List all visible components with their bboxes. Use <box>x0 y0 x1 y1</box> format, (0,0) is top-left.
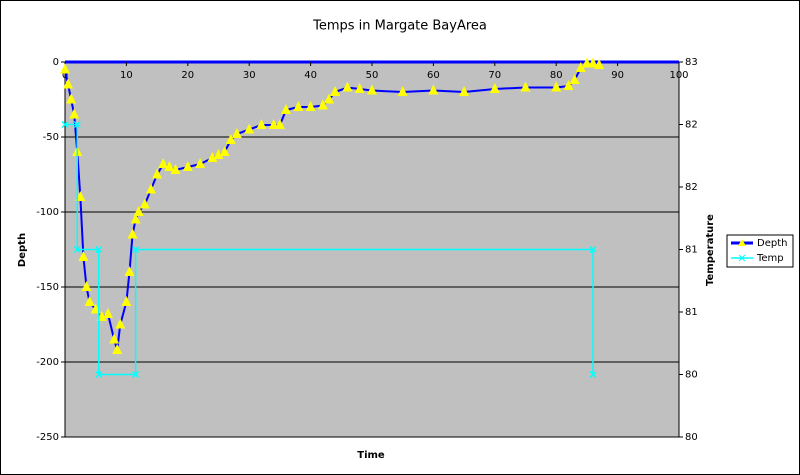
depth-marker <box>575 62 586 72</box>
depth-marker <box>330 86 341 96</box>
depth-marker <box>182 161 193 171</box>
x-tick-label: 30 <box>243 70 256 81</box>
y-tick-label: 0 <box>53 57 59 68</box>
y-tick-label: -200 <box>36 357 59 368</box>
legend-label: Temp <box>756 253 784 264</box>
depth-marker <box>489 83 500 93</box>
depth-marker <box>225 134 236 144</box>
y2-tick-label: 82 <box>685 120 698 131</box>
depth-marker <box>281 104 292 114</box>
depth-marker <box>213 149 224 159</box>
depth-marker <box>274 119 285 129</box>
depth-marker <box>63 78 74 89</box>
temp-marker <box>589 245 597 254</box>
y2-tick-label: 82 <box>685 182 698 193</box>
depth-marker <box>81 281 92 291</box>
legend-box <box>726 234 794 268</box>
temp-marker <box>132 370 140 379</box>
x-tick-label: 60 <box>427 70 440 81</box>
depth-marker <box>152 168 163 179</box>
temp-marker <box>61 120 69 129</box>
chart-title: Temps in Margate BayArea <box>312 19 487 34</box>
depth-marker <box>207 152 218 162</box>
depth-marker <box>170 164 181 174</box>
x-tick-label: 80 <box>550 70 563 81</box>
depth-marker <box>78 251 89 261</box>
depth-marker <box>305 101 316 111</box>
x-tick-label: 90 <box>611 70 624 81</box>
temp-marker <box>95 370 103 379</box>
x-tick-label: 50 <box>366 70 379 81</box>
temp-marker <box>73 245 81 254</box>
depth-marker <box>342 81 353 92</box>
y-tick-label: -250 <box>36 432 59 443</box>
depth-marker <box>66 93 77 104</box>
depth-marker <box>231 128 242 138</box>
x-tick-label: 10 <box>120 70 133 81</box>
depth-marker <box>594 59 605 69</box>
y2-tick-label: 81 <box>685 307 698 318</box>
depth-marker <box>121 296 132 306</box>
depth-marker <box>459 86 470 96</box>
y-tick-label: -50 <box>43 132 59 143</box>
depth-marker <box>145 183 156 194</box>
depth-marker <box>195 158 206 168</box>
y-tick-label: -100 <box>36 207 59 218</box>
depth-marker <box>219 146 230 156</box>
temp-marker <box>95 245 103 254</box>
y2-tick-label: 80 <box>685 370 698 381</box>
temp-marker <box>73 120 81 129</box>
depth-marker <box>588 57 599 68</box>
depth-marker <box>397 86 408 96</box>
x-tick-label: 100 <box>669 70 688 81</box>
temp-marker <box>132 245 140 254</box>
depth-marker <box>256 119 267 129</box>
y2-tick-label: 83 <box>685 57 698 68</box>
depth-marker <box>127 228 138 239</box>
depth-marker <box>324 93 335 104</box>
x-tick-label: 40 <box>304 70 317 81</box>
depth-marker <box>139 198 150 209</box>
depth-marker <box>164 161 175 171</box>
y-axis-label: Depth <box>17 233 28 267</box>
depth-marker <box>133 206 144 216</box>
depth-marker <box>354 83 365 93</box>
depth-marker <box>563 80 574 90</box>
depth-marker <box>569 74 580 84</box>
depth-marker <box>158 158 169 168</box>
temp-marker <box>589 370 597 379</box>
depth-marker <box>551 81 562 92</box>
depth-marker <box>84 296 95 306</box>
depth-marker <box>317 99 328 110</box>
x-axis-label: Time <box>357 450 385 461</box>
y2-axis-label: Temperature <box>705 214 716 286</box>
y-tick-label: -150 <box>36 282 59 293</box>
y2-tick-label: 81 <box>685 245 698 256</box>
depth-marker <box>69 108 80 119</box>
depth-marker <box>520 81 531 92</box>
legend-label: Depth <box>757 238 787 249</box>
x-tick-label: 70 <box>488 70 501 81</box>
depth-marker <box>130 213 141 224</box>
x-tick-label: 20 <box>181 70 194 81</box>
depth-marker <box>244 123 255 134</box>
y2-tick-label: 80 <box>685 432 698 443</box>
depth-marker <box>115 318 126 329</box>
legend-marker <box>738 254 746 262</box>
depth-marker <box>367 84 377 95</box>
depth-marker <box>60 63 70 74</box>
depth-marker <box>109 333 120 344</box>
depth-marker <box>102 308 113 318</box>
depth-marker <box>112 344 123 354</box>
legend-marker <box>738 239 746 246</box>
x-tick-label: 0 <box>62 70 68 81</box>
depth-marker <box>293 101 304 111</box>
depth-marker <box>428 84 439 95</box>
depth-marker <box>124 266 135 276</box>
